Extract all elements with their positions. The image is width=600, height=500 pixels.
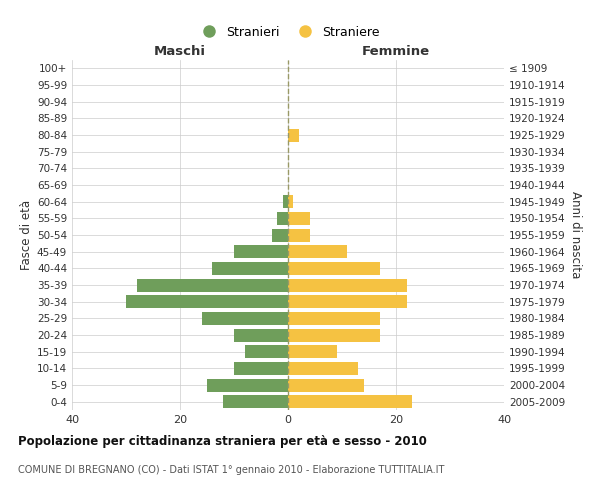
Bar	[288, 378, 364, 392]
Bar	[202, 312, 288, 325]
Bar	[288, 212, 310, 225]
Bar	[234, 362, 288, 375]
Text: COMUNE DI BREGNANO (CO) - Dati ISTAT 1° gennaio 2010 - Elaborazione TUTTITALIA.I: COMUNE DI BREGNANO (CO) - Dati ISTAT 1° …	[18, 465, 445, 475]
Bar	[288, 262, 380, 275]
Legend: Stranieri, Straniere: Stranieri, Straniere	[191, 21, 385, 44]
Text: Maschi: Maschi	[154, 44, 206, 58]
Bar	[288, 228, 310, 241]
Y-axis label: Anni di nascita: Anni di nascita	[569, 192, 582, 278]
Bar	[288, 328, 380, 342]
Bar	[137, 278, 288, 291]
Bar	[288, 312, 380, 325]
Bar	[288, 395, 412, 408]
Bar	[288, 245, 347, 258]
Bar	[288, 295, 407, 308]
Bar	[288, 278, 407, 291]
Text: Femmine: Femmine	[362, 44, 430, 58]
Bar	[288, 195, 293, 208]
Bar	[288, 128, 299, 141]
Bar	[272, 228, 288, 241]
Bar	[234, 328, 288, 342]
Bar	[207, 378, 288, 392]
Bar	[245, 345, 288, 358]
Bar	[283, 195, 288, 208]
Text: Popolazione per cittadinanza straniera per età e sesso - 2010: Popolazione per cittadinanza straniera p…	[18, 435, 427, 448]
Bar	[234, 245, 288, 258]
Bar	[277, 212, 288, 225]
Bar	[288, 345, 337, 358]
Bar	[212, 262, 288, 275]
Bar	[288, 362, 358, 375]
Bar	[223, 395, 288, 408]
Y-axis label: Fasce di età: Fasce di età	[20, 200, 33, 270]
Bar	[126, 295, 288, 308]
